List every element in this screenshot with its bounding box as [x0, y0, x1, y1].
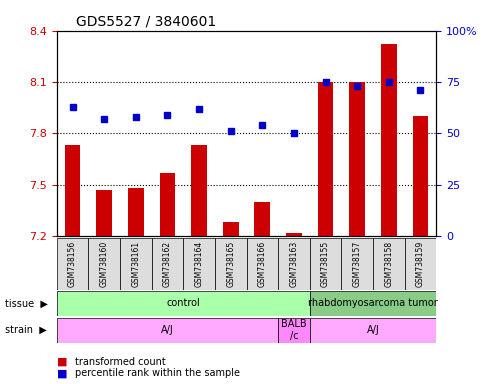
Text: GDS5527 / 3840601: GDS5527 / 3840601 — [76, 14, 216, 28]
FancyBboxPatch shape — [57, 238, 88, 290]
Bar — [65, 146, 80, 236]
Text: percentile rank within the sample: percentile rank within the sample — [75, 368, 241, 378]
Text: ■: ■ — [57, 357, 67, 367]
FancyBboxPatch shape — [341, 238, 373, 290]
Text: GSM738162: GSM738162 — [163, 241, 172, 287]
Text: ■: ■ — [57, 368, 67, 378]
Text: GSM738155: GSM738155 — [321, 241, 330, 287]
Text: GSM738166: GSM738166 — [258, 241, 267, 287]
Text: GSM738164: GSM738164 — [195, 241, 204, 287]
Bar — [160, 173, 176, 236]
Text: GSM738159: GSM738159 — [416, 241, 425, 287]
Text: strain  ▶: strain ▶ — [5, 325, 47, 335]
Text: GSM738158: GSM738158 — [385, 241, 393, 287]
Bar — [191, 146, 207, 236]
FancyBboxPatch shape — [88, 238, 120, 290]
FancyBboxPatch shape — [183, 238, 215, 290]
Bar — [96, 190, 112, 236]
Bar — [350, 82, 365, 236]
FancyBboxPatch shape — [278, 238, 310, 290]
Text: tissue  ▶: tissue ▶ — [5, 298, 48, 308]
FancyBboxPatch shape — [120, 238, 152, 290]
Text: GSM738163: GSM738163 — [289, 241, 298, 287]
Bar — [223, 222, 239, 236]
Text: transformed count: transformed count — [75, 357, 166, 367]
Text: rhabdomyosarcoma tumor: rhabdomyosarcoma tumor — [308, 298, 438, 308]
Bar — [381, 45, 397, 236]
Text: GSM738160: GSM738160 — [100, 241, 108, 287]
FancyBboxPatch shape — [57, 318, 278, 343]
FancyBboxPatch shape — [373, 238, 405, 290]
Bar — [317, 82, 333, 236]
FancyBboxPatch shape — [57, 291, 310, 316]
Bar — [128, 188, 143, 236]
Text: GSM738165: GSM738165 — [226, 241, 235, 287]
FancyBboxPatch shape — [246, 238, 278, 290]
Text: GSM738161: GSM738161 — [131, 241, 141, 287]
Text: BALB
/c: BALB /c — [281, 319, 307, 341]
FancyBboxPatch shape — [405, 238, 436, 290]
FancyBboxPatch shape — [310, 291, 436, 316]
FancyBboxPatch shape — [215, 238, 246, 290]
Text: A/J: A/J — [161, 325, 174, 335]
Text: control: control — [166, 298, 200, 308]
Bar — [413, 116, 428, 236]
FancyBboxPatch shape — [310, 238, 341, 290]
FancyBboxPatch shape — [278, 318, 310, 343]
Bar — [254, 202, 270, 236]
Bar — [286, 233, 302, 236]
FancyBboxPatch shape — [152, 238, 183, 290]
Text: GSM738157: GSM738157 — [352, 241, 362, 287]
FancyBboxPatch shape — [310, 318, 436, 343]
Text: A/J: A/J — [367, 325, 380, 335]
Text: GSM738156: GSM738156 — [68, 241, 77, 287]
